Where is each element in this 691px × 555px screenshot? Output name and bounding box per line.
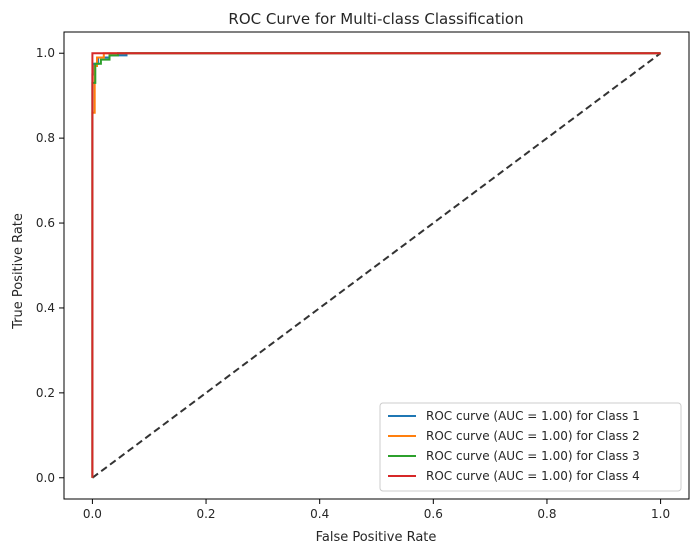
y-tick-label: 0.8 <box>36 131 55 145</box>
legend-label: ROC curve (AUC = 1.00) for Class 4 <box>426 469 640 483</box>
y-tick-label: 1.0 <box>36 46 55 60</box>
x-axis-label: False Positive Rate <box>316 530 437 545</box>
plot-area <box>63 31 690 500</box>
x-tick-label: 0.0 <box>83 507 102 521</box>
series-layer <box>91 52 662 479</box>
legend-label: ROC curve (AUC = 1.00) for Class 1 <box>426 409 640 423</box>
y-tick-label: 0.6 <box>36 216 55 230</box>
y-tick-label: 0.0 <box>36 471 55 485</box>
legend-label: ROC curve (AUC = 1.00) for Class 3 <box>426 449 640 463</box>
chart-title: ROC Curve for Multi-class Classification <box>228 10 523 28</box>
y-tick-label: 0.2 <box>36 386 55 400</box>
y-tick-label: 0.4 <box>36 301 55 315</box>
y-axis-ticks: 0.0 0.2 0.4 0.6 0.8 1.0 <box>36 46 64 485</box>
series-line-class-3 <box>91 52 661 478</box>
series-line-class-4 <box>91 52 661 478</box>
x-tick-label: 1.0 <box>651 507 670 521</box>
x-tick-label: 0.8 <box>537 507 556 521</box>
y-axis-label: True Positive Rate <box>11 213 26 330</box>
legend: ROC curve (AUC = 1.00) for Class 1 ROC cu… <box>379 402 682 492</box>
legend-label: ROC curve (AUC = 1.00) for Class 2 <box>426 429 640 443</box>
legend-box <box>379 402 682 492</box>
x-tick-label: 0.2 <box>196 507 215 521</box>
x-axis-ticks: 0.0 0.2 0.4 0.6 0.8 1.0 <box>83 499 670 521</box>
x-tick-label: 0.6 <box>424 507 443 521</box>
x-tick-label: 0.4 <box>310 507 329 521</box>
chance-reference-line <box>91 52 662 479</box>
